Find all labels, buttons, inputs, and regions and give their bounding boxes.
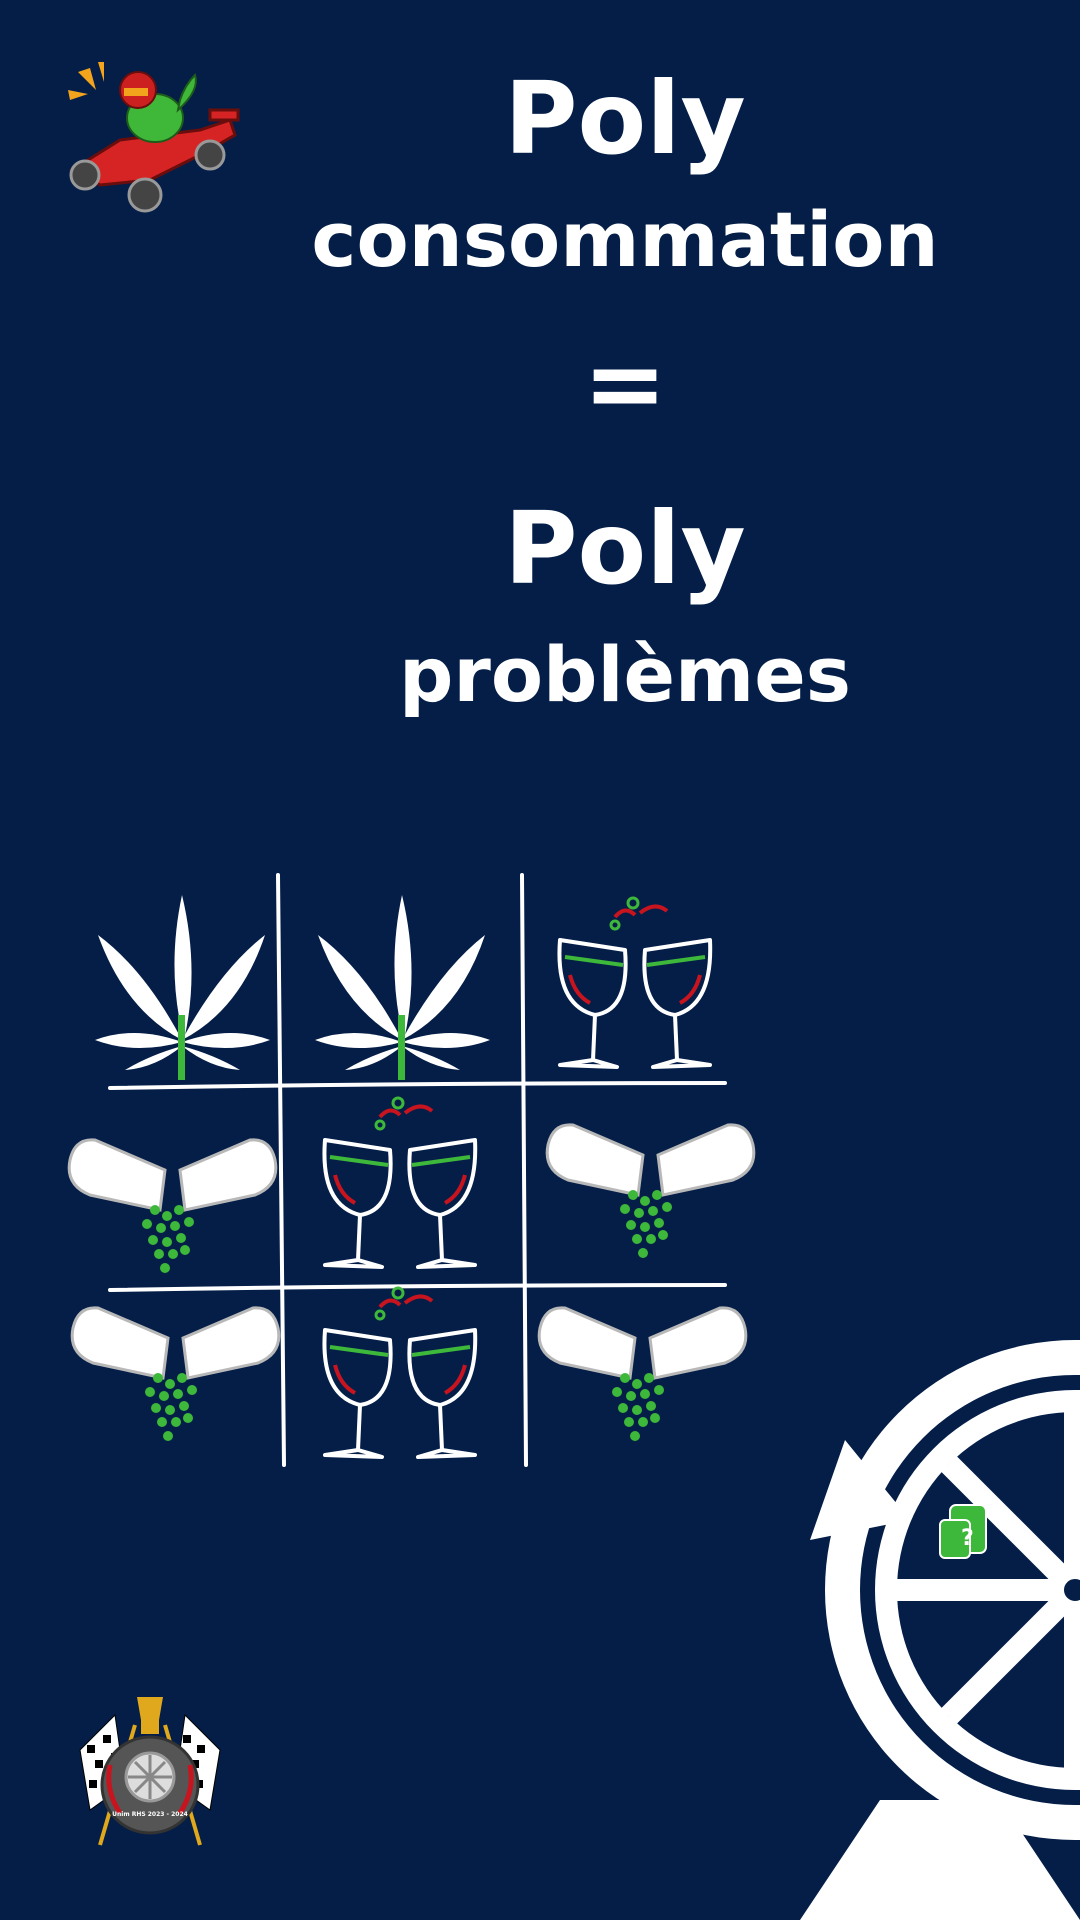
wine-glasses-icon: [322, 1286, 478, 1459]
spilled-capsule-icon: [70, 1306, 281, 1441]
racing-emblem-icon: Unim RHS 2023 - 2024: [79, 1697, 221, 1846]
spilled-capsule-icon: [545, 1123, 756, 1258]
dinosaur-racer-icon: [68, 62, 240, 213]
cannabis-leaf-icon: [315, 895, 490, 1080]
spilled-capsule-icon: [537, 1306, 748, 1441]
prize-wheel-icon: ?: [800, 1340, 1080, 1920]
cannabis-leaf-icon: [95, 895, 270, 1080]
title-line-poly-2: Poly: [504, 490, 746, 607]
spilled-capsule-icon: [67, 1138, 278, 1273]
wine-glasses-icon: [557, 896, 713, 1069]
title-line-poly: Poly: [504, 60, 746, 177]
title-line-consommation: consommation: [311, 195, 939, 284]
tic-tac-toe-grid: [108, 873, 727, 1467]
title-line-problemes: problèmes: [398, 630, 852, 719]
wine-glasses-icon: [322, 1096, 478, 1269]
svg-text:?: ?: [961, 1526, 974, 1551]
equals-sign: =: [583, 325, 667, 442]
emblem-text: Unim RHS 2023 - 2024: [112, 1811, 188, 1818]
